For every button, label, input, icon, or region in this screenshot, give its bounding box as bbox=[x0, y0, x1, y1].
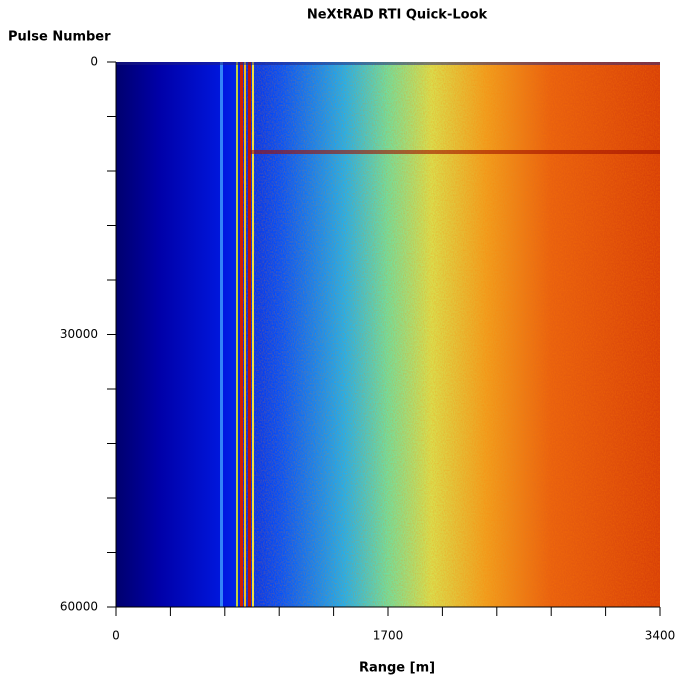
chart-title: NeXtRAD RTI Quick-Look bbox=[307, 8, 488, 23]
x-axis-label: Range [m] bbox=[359, 661, 435, 676]
y-tick-label: 30000 bbox=[60, 327, 98, 341]
y-tick-label: 60000 bbox=[60, 600, 98, 614]
heatmap-image bbox=[116, 62, 660, 607]
x-tick-label: 0 bbox=[112, 629, 120, 643]
x-tick-label: 3400 bbox=[645, 629, 676, 643]
y-tick-label: 0 bbox=[90, 55, 98, 69]
y-axis-label: Pulse Number bbox=[8, 30, 111, 45]
x-tick-label: 1700 bbox=[373, 629, 404, 643]
